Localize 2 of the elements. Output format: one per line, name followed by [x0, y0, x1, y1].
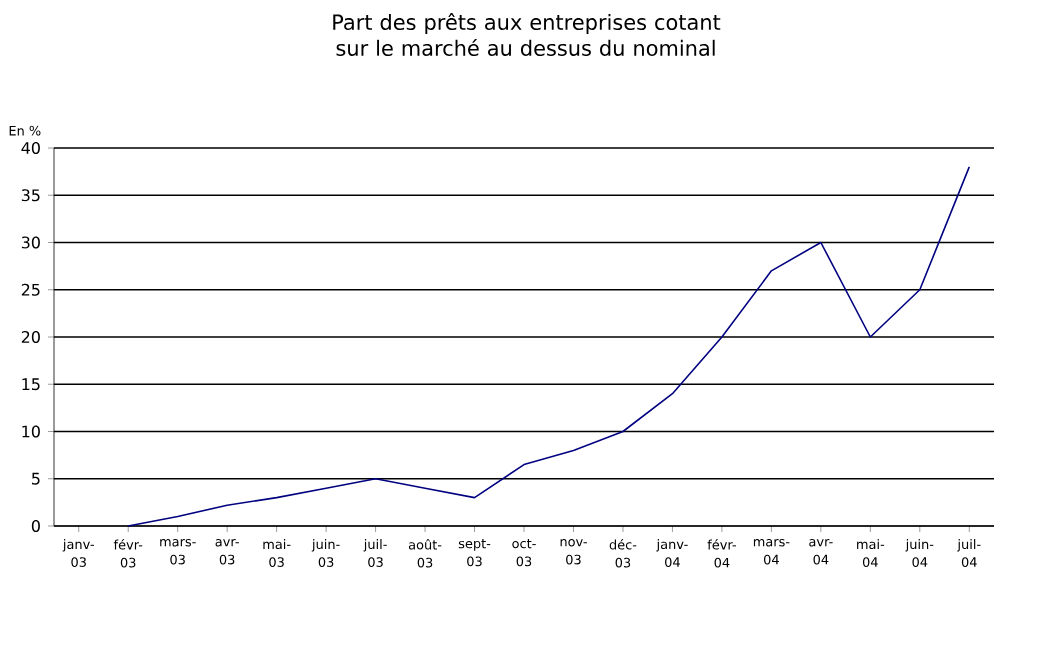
chart-title: Part des prêts aux entreprises cotant sur le marché au dessus du nominal	[333, 13, 721, 56]
line-series	[127, 166, 971, 527]
